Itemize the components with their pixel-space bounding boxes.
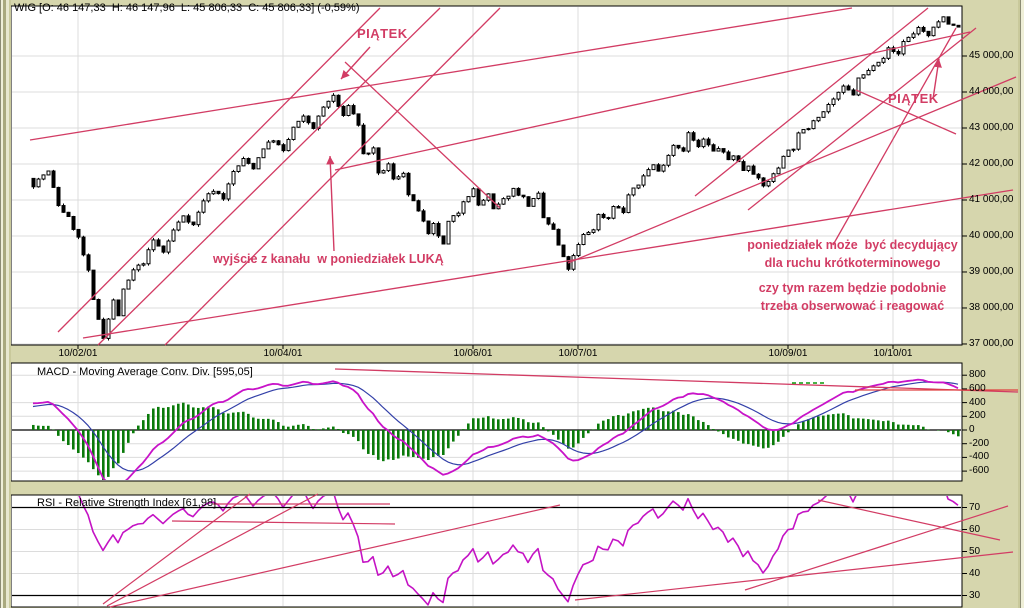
price-axis-label: 39 000,00 bbox=[969, 265, 1014, 277]
price-axis-label: 45 000,00 bbox=[969, 50, 1014, 61]
annotation-piatek-1: PIĄTEK bbox=[357, 26, 408, 41]
price-axis-label: 40 000,00 bbox=[969, 229, 1014, 241]
date-axis-label: 10/09/01 bbox=[768, 348, 808, 359]
price-axis-label: 44 000,00 bbox=[969, 85, 1014, 97]
macd-axis-label: 600 bbox=[969, 382, 986, 394]
macd-axis-label: -200 bbox=[969, 437, 990, 449]
macd-axis-label: 400 bbox=[969, 396, 986, 408]
rsi-axis-label: 70 bbox=[969, 501, 981, 513]
rsi-axis-label: 40 bbox=[969, 567, 981, 579]
macd-axis-label: -600 bbox=[969, 465, 990, 477]
date-axis-label: 10/07/01 bbox=[558, 348, 598, 359]
date-axis-label: 10/04/01 bbox=[263, 348, 303, 359]
annotation-note-line2: dla ruchu krótkoterminowego bbox=[764, 256, 941, 270]
annotation-note-line4: trzeba obserwować i reagować bbox=[760, 299, 945, 313]
price-axis-label: 42 000,00 bbox=[969, 157, 1014, 169]
rsi-axis-label: 50 bbox=[969, 545, 981, 557]
macd-axis-label: -400 bbox=[969, 451, 990, 463]
price-axis-label: 43 000,00 bbox=[969, 121, 1014, 133]
price-axis-label: 38 000,00 bbox=[969, 301, 1014, 313]
date-axis-label: 10/10/01 bbox=[873, 348, 913, 359]
annotation-piatek-2: PIĄTEK bbox=[888, 91, 939, 106]
price-axis-label: 37 000,00 bbox=[969, 337, 1014, 349]
rsi-axis-label: 30 bbox=[969, 589, 981, 601]
window-right-border bbox=[1018, 0, 1024, 608]
date-axis-label: 10/02/01 bbox=[58, 348, 98, 359]
annotation-wyjscie-z-kanalu: wyjście z kanału w poniedziałek LUKĄ bbox=[213, 252, 444, 266]
wig-ohlc-title: WIG [O: 46 147,33 H: 46 147,96 L: 45 806… bbox=[14, 2, 360, 14]
rsi-panel-title: RSI - Relative Strength Index [61,98] bbox=[37, 497, 217, 509]
macd-axis-label: 200 bbox=[969, 410, 986, 422]
annotation-note-line1: poniedziałek może być decydujący bbox=[747, 238, 958, 252]
macd-axis-label: 0 bbox=[969, 424, 975, 435]
rsi-axis-label: 60 bbox=[969, 523, 981, 535]
macd-panel-title: MACD - Moving Average Conv. Div. [595,05… bbox=[37, 366, 253, 378]
price-axis-label: 41 000,00 bbox=[969, 193, 1014, 205]
annotation-note-line3: czy tym razem będzie podobnie bbox=[758, 281, 947, 295]
date-axis-label: 10/06/01 bbox=[453, 348, 493, 359]
window-left-border bbox=[0, 0, 11, 608]
macd-axis-label: 800 bbox=[969, 369, 986, 381]
